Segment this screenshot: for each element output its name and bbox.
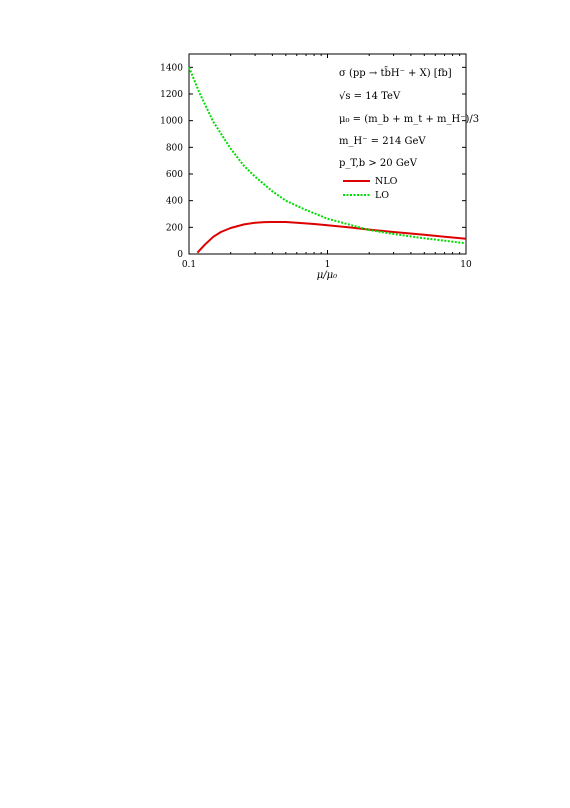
y-tick-label: 1000 [160, 117, 183, 127]
y-tick-label: 200 [166, 223, 183, 233]
legend-label-nlo: NLO [375, 176, 398, 187]
plot-frame [188, 53, 467, 255]
y-tick-label: 600 [166, 170, 183, 180]
legend-label-lo: LO [375, 190, 389, 201]
x-tick-label: 0.1 [182, 260, 196, 270]
annotation-block: σ (pp → tb̄H⁻ + X) [fb] √s = 14 TeV μ₀ =… [339, 67, 479, 169]
y-tick-label: 800 [166, 143, 183, 153]
annotation-process: σ (pp → tb̄H⁻ + X) [fb] [339, 67, 452, 79]
x-axis-label: μ/μ₀ [317, 270, 337, 281]
annotation-cut: p_T,b > 20 GeV [339, 158, 418, 169]
y-tick-label: 1200 [160, 90, 183, 100]
series-lines [188, 66, 467, 254]
legend: NLO LO [343, 176, 398, 201]
annotation-scale: μ₀ = (m_b + m_t + m_H⁻)/3 [339, 114, 479, 125]
x-tick-label: 1 [325, 260, 331, 270]
y-tick-label: 400 [166, 197, 183, 207]
x-tick-label: 10 [460, 260, 472, 270]
y-tick-label: 1400 [160, 63, 183, 73]
series-line-lo [188, 66, 467, 245]
x-axis: 0.1 1 10 [182, 54, 472, 270]
annotation-energy: √s = 14 TeV [339, 91, 401, 102]
y-axis: 0 200 400 600 800 1000 1200 1400 [160, 63, 466, 260]
annotation-mass: m_H⁻ = 214 GeV [339, 136, 426, 147]
series-line-nlo [196, 221, 467, 254]
y-tick-label: 0 [177, 250, 183, 260]
